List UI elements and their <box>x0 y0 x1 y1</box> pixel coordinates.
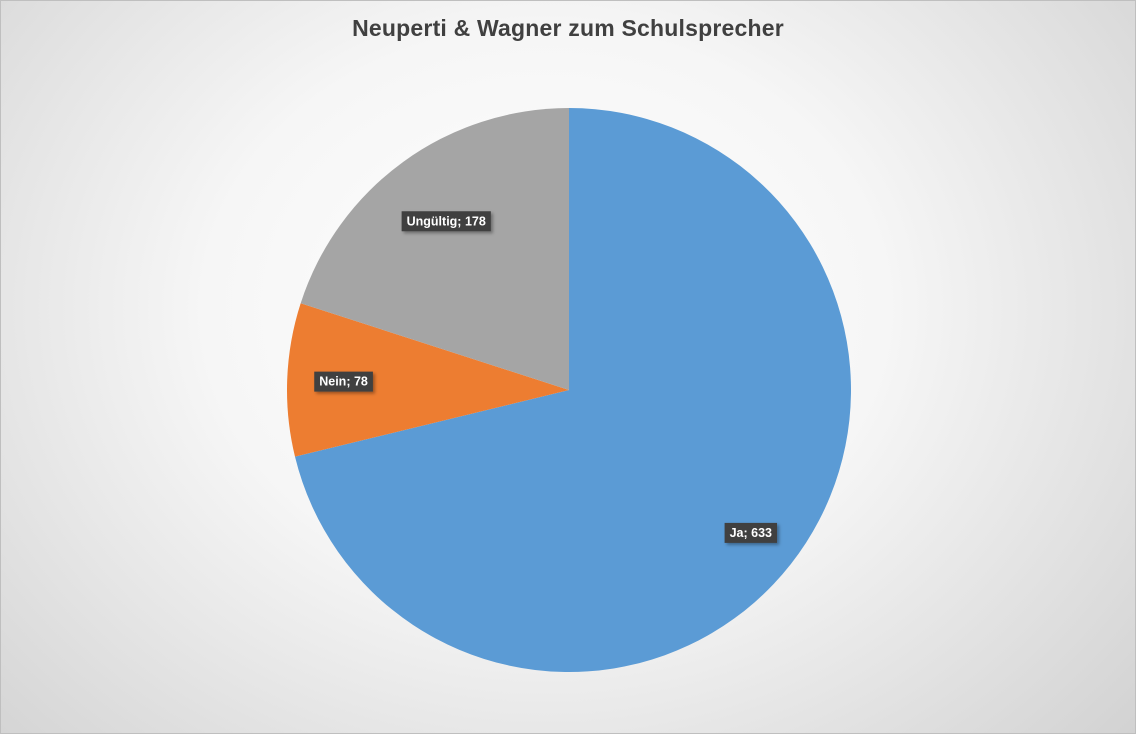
data-label-ja: Ja; 633 <box>724 522 778 543</box>
pie-slice-ja <box>294 108 852 672</box>
pie-data-labels: Ja; 633 Nein; 78 Ungültig; 178 <box>314 211 778 543</box>
data-label-nein: Nein; 78 <box>314 371 373 392</box>
pie-slice-nein <box>287 303 569 457</box>
svg-text:Ungültig; 178: Ungültig; 178 <box>407 214 486 228</box>
pie-slices <box>287 108 852 672</box>
svg-text:Ja; 633: Ja; 633 <box>730 526 772 540</box>
pie-slice-ungültig <box>300 108 569 390</box>
chart-title: Neuperti & Wagner zum Schulsprecher <box>352 15 784 41</box>
data-label-ungültig: Ungültig; 178 <box>401 211 491 232</box>
svg-text:Nein; 78: Nein; 78 <box>319 375 368 389</box>
